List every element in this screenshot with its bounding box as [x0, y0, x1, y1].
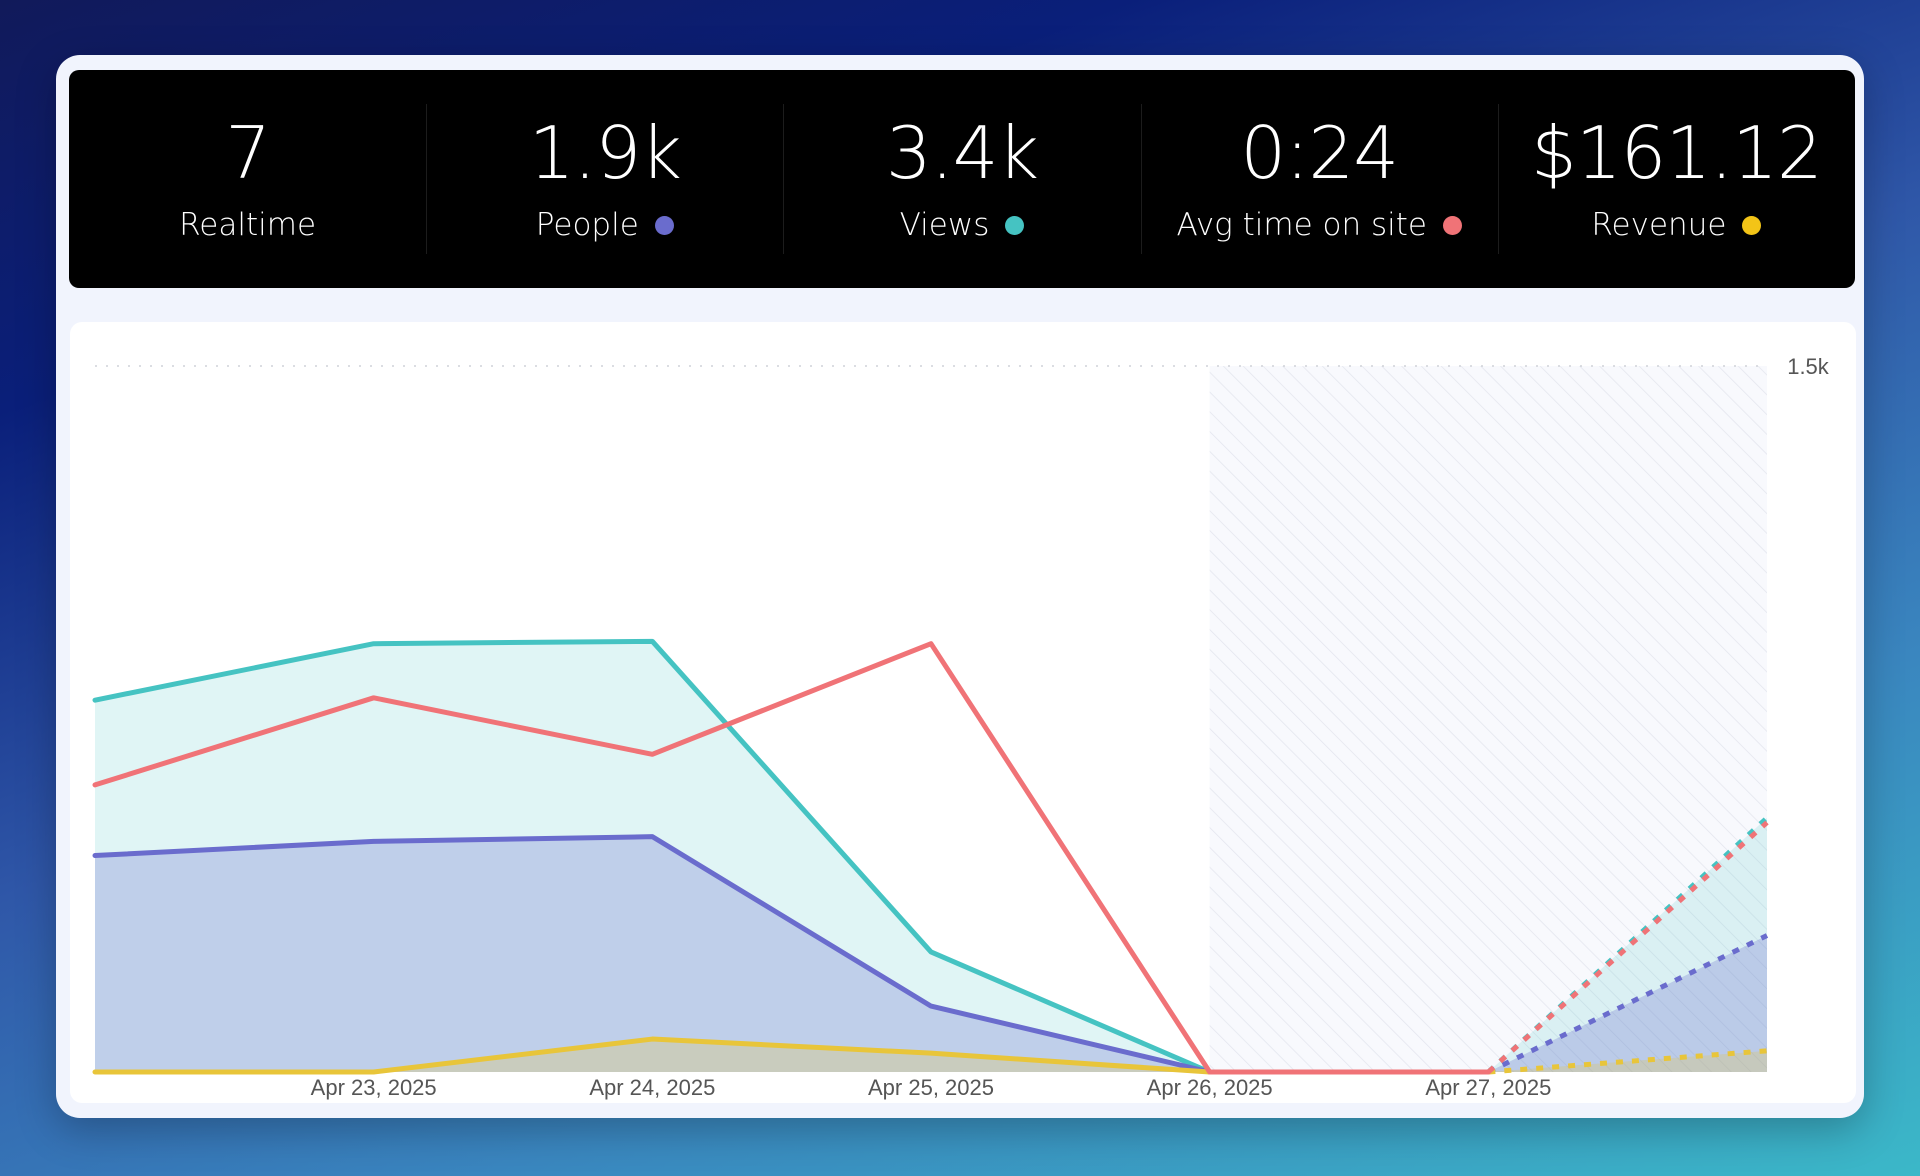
stat-label: Revenue [1591, 207, 1727, 243]
stat-label: Realtime [179, 207, 317, 243]
x-tick-label: Apr 26, 2025 [1147, 1075, 1273, 1100]
people-forecast-line[interactable] [1487, 933, 1769, 1075]
stat-label: Avg time on site [1176, 207, 1427, 243]
people-data-point[interactable] [643, 828, 661, 846]
views-data-point[interactable] [365, 635, 383, 653]
stat-label: People [535, 207, 639, 243]
stat-value: 3.4k [885, 111, 1039, 195]
stat-avg-time[interactable]: 0:24 Avg time on site [1140, 70, 1498, 288]
stats-bar: 7 Realtime 1.9k People 3.4k Views 0:24 A… [69, 70, 1855, 288]
stat-views[interactable]: 3.4k Views [783, 70, 1140, 288]
future-region-hatch [1209, 366, 1767, 1072]
revenue-legend-dot-icon [1742, 215, 1762, 235]
stat-label: Views [899, 207, 990, 243]
revenue-data-point[interactable] [643, 1030, 661, 1048]
x-tick-label: Apr 25, 2025 [868, 1075, 994, 1100]
views-area [95, 641, 1767, 1072]
people-area [95, 836, 1767, 1072]
stat-value: 7 [225, 111, 271, 195]
people-data-point[interactable] [365, 832, 383, 850]
stat-realtime[interactable]: 7 Realtime [69, 70, 426, 288]
dashboard-card: 7 Realtime 1.9k People 3.4k Views 0:24 A… [56, 55, 1864, 1118]
people-data-point[interactable] [922, 997, 940, 1015]
people-data-point[interactable] [1758, 927, 1776, 945]
stat-value: 0:24 [1240, 111, 1399, 195]
y-tick-label: 1.5k [1787, 354, 1830, 379]
stat-revenue[interactable]: $161.12 Revenue [1497, 70, 1855, 288]
area-chart[interactable]: 1.5k Apr 23, 2025 Apr 24, 2025 Apr 25, 2025… [70, 322, 1856, 1103]
avg-time-on-site-line[interactable] [92, 641, 1491, 1075]
avg-time-legend-dot-icon [1442, 215, 1462, 235]
stat-value: $161.12 [1531, 111, 1823, 195]
avg-time-on-site-data-point[interactable] [643, 745, 661, 763]
x-tick-label: Apr 23, 2025 [311, 1075, 437, 1100]
views-data-point[interactable] [86, 691, 104, 709]
people-data-point[interactable] [86, 846, 104, 864]
chart-panel: 1.5k Apr 23, 2025 Apr 24, 2025 Apr 25, 2025… [70, 322, 1856, 1103]
views-legend-dot-icon [1005, 215, 1025, 235]
avg-time-on-site-data-point[interactable] [922, 635, 940, 653]
x-tick-label: Apr 27, 2025 [1425, 1075, 1551, 1100]
views-data-point[interactable] [643, 632, 661, 650]
stat-value: 1.9k [528, 111, 682, 195]
views-data-point[interactable] [922, 943, 940, 961]
people-legend-dot-icon [654, 215, 674, 235]
avg-time-on-site-data-point[interactable] [365, 689, 383, 707]
x-tick-label: Apr 24, 2025 [589, 1075, 715, 1100]
stat-people[interactable]: 1.9k People [426, 70, 783, 288]
revenue-data-point[interactable] [1758, 1042, 1776, 1060]
avg-time-on-site-data-point[interactable] [86, 776, 104, 794]
revenue-data-point[interactable] [922, 1044, 940, 1062]
revenue-data-point[interactable] [86, 1063, 104, 1081]
avg-time-on-site-data-point[interactable] [1758, 814, 1776, 832]
